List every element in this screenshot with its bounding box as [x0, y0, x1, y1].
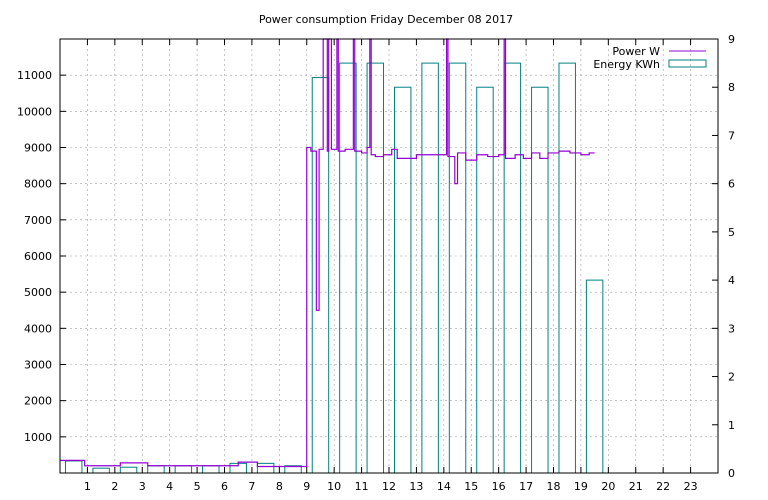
y-right-tick-label: 5 [728, 226, 735, 239]
y-right-tick-label: 2 [728, 371, 735, 384]
energy-bar [119, 466, 138, 474]
y-left-tick-label: 10000 [17, 105, 52, 118]
x-tick-label: 18 [547, 480, 561, 493]
energy-bar [421, 62, 439, 474]
y-right-tick-label: 3 [728, 322, 735, 335]
x-tick-label: 5 [194, 480, 201, 493]
power-line [60, 38, 595, 468]
energy-bar [174, 465, 193, 474]
x-tick-label: 8 [276, 480, 283, 493]
energy-bar [558, 62, 576, 474]
y-right-tick-label: 9 [728, 33, 735, 46]
x-tick-label: 22 [656, 480, 670, 493]
y-left-tick-label: 11000 [17, 69, 52, 82]
x-tick-label: 4 [166, 480, 173, 493]
x-tick-label: 3 [139, 480, 146, 493]
x-tick-label: 7 [248, 480, 255, 493]
x-tick-label: 14 [437, 480, 451, 493]
legend-label-power: Power W [612, 45, 660, 58]
power-series-path [60, 38, 595, 468]
energy-bar [202, 465, 220, 474]
y-left-tick-label: 7000 [24, 214, 52, 227]
x-tick-label: 11 [355, 480, 369, 493]
x-tick-label: 23 [684, 480, 698, 493]
energy-bar [531, 86, 549, 474]
x-tick-label: 12 [382, 480, 396, 493]
y-right-tick-label: 4 [728, 274, 735, 287]
x-tick-label: 2 [111, 480, 118, 493]
x-tick-label: 21 [629, 480, 643, 493]
x-tick-label: 17 [519, 480, 533, 493]
y-right-tick-label: 0 [728, 467, 735, 480]
y-left-tick-label: 4000 [24, 322, 52, 335]
y-left-tick-label: 1000 [24, 431, 52, 444]
x-tick-label: 1 [84, 480, 91, 493]
x-tick-label: 13 [409, 480, 423, 493]
y-left-tick-label: 3000 [24, 359, 52, 372]
legend-label-energy: Energy KWh [593, 58, 660, 71]
x-tick-label: 20 [601, 480, 615, 493]
chart-title: Power consumption Friday December 08 201… [259, 13, 513, 26]
energy-bar [448, 62, 467, 474]
energy-bar [393, 86, 412, 474]
energy-bar [64, 460, 83, 474]
energy-bar [311, 77, 330, 474]
legend: Power W Energy KWh [593, 45, 707, 71]
legend-swatch-energy [668, 59, 707, 68]
y-left-tick-label: 8000 [24, 178, 52, 191]
y-right-tick-label: 1 [728, 419, 735, 432]
energy-bar [92, 467, 110, 474]
y-left-tick-label: 2000 [24, 395, 52, 408]
energy-bar [147, 465, 165, 474]
energy-bar [503, 62, 522, 474]
x-tick-label: 9 [303, 480, 310, 493]
y-right-tick-label: 6 [728, 178, 735, 191]
y-left-tick-label: 9000 [24, 142, 52, 155]
energy-bar [256, 462, 275, 474]
energy-bar [476, 86, 494, 474]
axis-ticks: 1 2 3 4 5 6 7 8 9 10 11 12 13 14 15 16 17 18 19 20 21 22 23100… [17, 33, 735, 493]
y-left-tick-label: 5000 [24, 286, 52, 299]
energy-bar [585, 279, 604, 474]
grid [60, 39, 718, 473]
x-tick-label: 15 [464, 480, 478, 493]
x-tick-label: 6 [221, 480, 228, 493]
x-tick-label: 10 [327, 480, 341, 493]
y-left-tick-label: 6000 [24, 250, 52, 263]
x-tick-label: 16 [492, 480, 506, 493]
y-right-tick-label: 7 [728, 129, 735, 142]
y-right-tick-label: 8 [728, 81, 735, 94]
x-tick-label: 19 [574, 480, 588, 493]
